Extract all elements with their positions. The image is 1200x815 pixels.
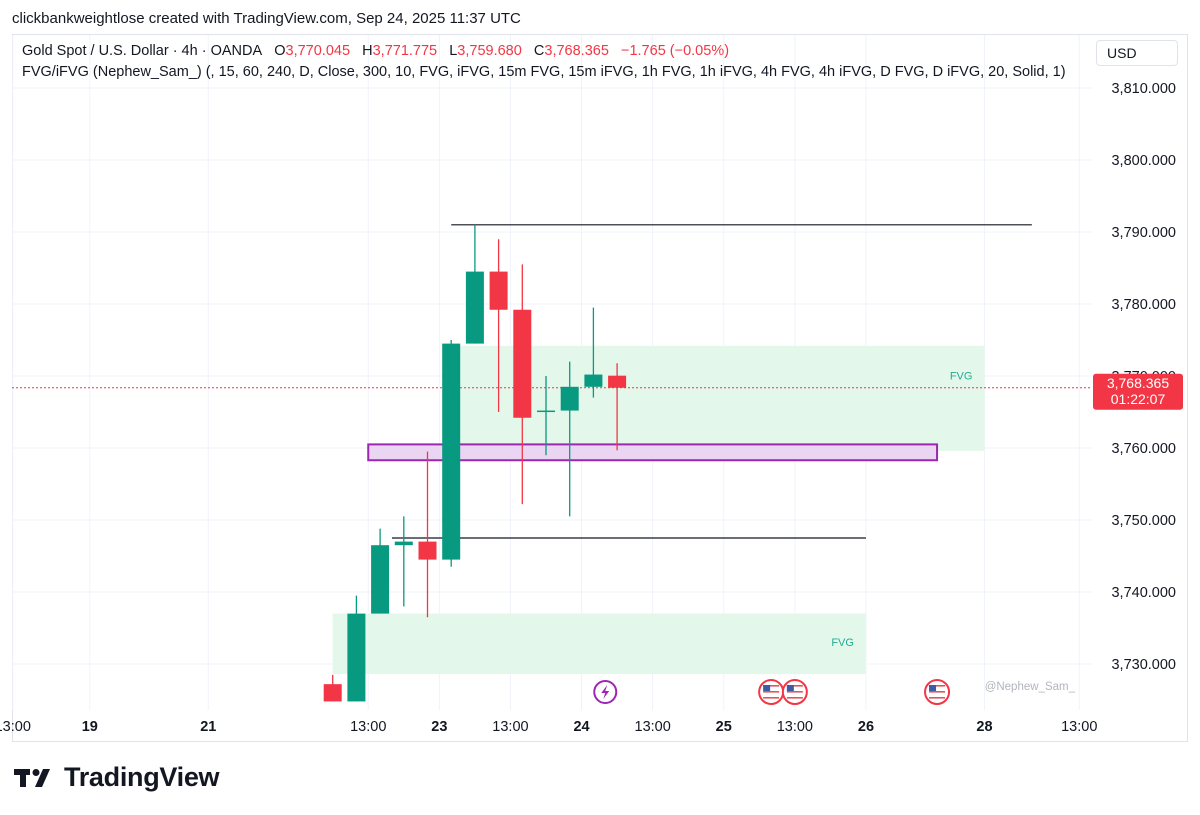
y-tick-label: 3,730.000 — [1111, 657, 1176, 673]
candle — [584, 307, 603, 398]
flag-stripe — [929, 685, 946, 687]
brand-name: TradingView — [64, 762, 220, 792]
candle-body — [584, 374, 603, 387]
candle — [608, 363, 627, 451]
flag-stripe — [763, 688, 780, 690]
flag-stripe — [929, 697, 946, 699]
us-flag-event-icon[interactable] — [781, 679, 808, 705]
y-tick-label: 3,790.000 — [1111, 225, 1176, 241]
candle-body — [608, 375, 627, 388]
flag-stripe — [929, 694, 946, 696]
candle — [560, 361, 579, 517]
us-flag-event-icon[interactable] — [758, 679, 785, 705]
close-value: 3,768.365 — [544, 43, 609, 59]
us-flag-event-icon[interactable] — [924, 679, 951, 705]
candle — [323, 674, 342, 702]
watermark: @Nephew_Sam_ — [985, 681, 1076, 693]
price-tag-countdown: 01:22:07 — [1111, 391, 1166, 407]
y-tick-label: 3,740.000 — [1111, 585, 1176, 601]
price-tag — [1093, 373, 1183, 410]
candle — [394, 516, 413, 607]
flag-stripe — [929, 691, 946, 693]
y-tick-label: 3,760.000 — [1111, 441, 1176, 457]
x-tick-label: 13:00 — [0, 719, 31, 735]
tradingview-logo-icon — [14, 768, 50, 787]
low-label: L — [449, 43, 458, 59]
candle-body — [465, 271, 484, 344]
flag-canton — [763, 685, 771, 691]
x-tick-label: 13:00 — [1061, 719, 1097, 735]
fvg-zone — [332, 613, 866, 675]
x-tick-label: 26 — [858, 719, 874, 735]
candle-body — [394, 541, 413, 546]
candle — [418, 451, 437, 618]
price-tag-price: 3,768.365 — [1107, 375, 1169, 391]
candle-body — [347, 613, 366, 702]
fvg-zone-label: FVG — [950, 371, 973, 383]
high-value: 3,771.775 — [372, 43, 438, 59]
close-label: C — [533, 43, 545, 59]
currency-button[interactable]: USD — [1096, 40, 1178, 66]
dividend-event-icon[interactable] — [593, 680, 618, 704]
flag-stripe — [786, 688, 803, 690]
x-tick-label: 25 — [716, 719, 732, 735]
candle — [442, 340, 461, 567]
x-tick-label: 24 — [573, 719, 589, 735]
flag-stripe — [763, 685, 780, 687]
y-tick-label: 3,750.000 — [1111, 513, 1176, 529]
candle — [371, 528, 390, 614]
candle-body — [537, 410, 555, 413]
candle-body — [323, 684, 342, 702]
candle — [465, 224, 484, 344]
x-tick-label: 21 — [200, 719, 216, 735]
symbol-label[interactable]: Gold Spot / U.S. Dollar · 4h · OANDA — [22, 43, 263, 59]
x-tick-label: 28 — [976, 719, 992, 735]
candle — [513, 264, 532, 505]
low-value: 3,759.680 — [457, 43, 522, 59]
high-label: H — [362, 43, 373, 59]
bolt-glyph — [601, 685, 610, 699]
chart-caption: clickbankweightlose created with Trading… — [12, 10, 521, 27]
candle-body — [513, 309, 532, 418]
x-tick-label: 23 — [431, 719, 447, 735]
candle-body — [371, 545, 390, 614]
y-tick-label: 3,780.000 — [1111, 297, 1176, 313]
ifvg-zone — [367, 443, 939, 462]
fvg-zone-label: FVG — [831, 637, 854, 649]
flag-stripe — [929, 688, 946, 690]
brand-footer[interactable]: TradingView — [14, 762, 220, 793]
candle — [489, 239, 508, 412]
candle — [537, 376, 555, 456]
flag-canton — [786, 685, 794, 691]
flag-canton — [929, 685, 937, 691]
fvg-zone — [451, 345, 985, 451]
indicator-legend[interactable]: FVG/iFVG (Nephew_Sam_) (, 15, 60, 240, D… — [22, 64, 1066, 80]
candle-body — [418, 541, 437, 560]
candle — [347, 595, 366, 702]
x-tick-label: 13:00 — [635, 719, 671, 735]
open-label: O — [274, 43, 286, 59]
candle-body — [560, 386, 579, 411]
flag-stripe — [763, 697, 780, 699]
x-tick-label: 13:00 — [492, 719, 528, 735]
flag-stripe — [763, 691, 780, 693]
x-tick-label: 13:00 — [777, 719, 813, 735]
x-tick-label: 19 — [82, 719, 98, 735]
change-value: −1.765 (−0.05%) — [621, 43, 730, 59]
flag-stripe — [786, 694, 803, 696]
ohlc-legend[interactable]: Gold Spot / U.S. Dollar · 4h · OANDA O3,… — [22, 43, 729, 59]
flag-stripe — [786, 691, 803, 693]
x-tick-label: 13:00 — [350, 719, 386, 735]
y-tick-label: 3,800.000 — [1111, 153, 1176, 169]
y-tick-label: 3,810.000 — [1111, 81, 1176, 97]
open-value: 3,770.045 — [285, 43, 351, 59]
candle-body — [442, 343, 461, 560]
flag-stripe — [763, 694, 780, 696]
candle-body — [489, 271, 508, 310]
flag-stripe — [786, 685, 803, 687]
flag-stripe — [786, 697, 803, 699]
